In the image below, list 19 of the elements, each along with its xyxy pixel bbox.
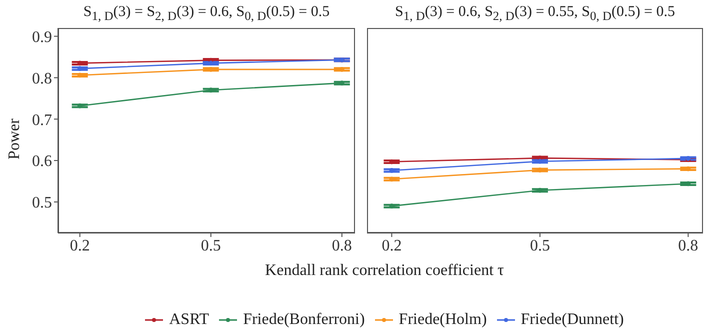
- x-tick-label: 0.5: [530, 237, 550, 254]
- x-tick-label: 0.8: [678, 237, 698, 254]
- x-tick-label: 0.2: [70, 237, 90, 254]
- y-tick-label: 0.6: [32, 153, 52, 170]
- chart-title: S$_{1, D}$(3) = S$_{2, D}$(3) = 0.6, S$_{0, D}$(0.5) = 0.5: [82, 4, 331, 24]
- legend-label: Friede(Dunnett): [520, 311, 624, 329]
- y-tick-label: 0.9: [32, 28, 52, 46]
- y-tick-label: 0.8: [32, 70, 52, 88]
- legend-label: Friede(Bonferroni): [243, 311, 365, 329]
- y-axis-title: Power: [6, 118, 24, 162]
- x-tick-label: 0.8: [332, 237, 352, 254]
- x-axis-title: Kendall rank correlation coefficient τ: [264, 262, 505, 280]
- legend-label: Friede(Holm): [398, 311, 487, 329]
- legend-label: ASRT: [169, 311, 210, 329]
- chart-title: S$_{1, D}$(3) = 0.6, S$_{2, D}$(3) = 0.55, S$_{0, D}$(0.5) = 0.5: [394, 4, 676, 24]
- x-tick-label: 0.5: [200, 237, 221, 254]
- x-tick-label: 0.2: [382, 237, 402, 254]
- y-tick-label: 0.7: [32, 112, 52, 129]
- y-tick-label: 0.5: [32, 194, 52, 212]
